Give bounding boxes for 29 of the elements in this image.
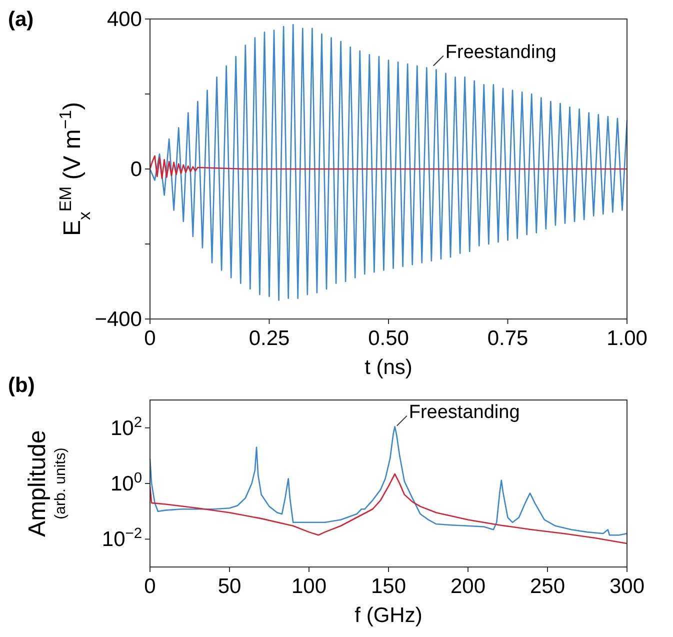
chart-title: (b) — [8, 374, 35, 397]
x-tick-label: 200 — [450, 575, 486, 598]
x-tick-label: 0.75 — [487, 327, 528, 350]
x-tick-label: 300 — [609, 575, 645, 598]
x-tick-label: 250 — [530, 575, 566, 598]
y-tick-label: 0 — [130, 158, 142, 181]
line-series — [149, 24, 628, 301]
y-tick-label: 10$^{0}$ — [110, 470, 142, 496]
line-series — [149, 426, 628, 536]
x-tick-label: 0.50 — [368, 327, 409, 350]
line-series — [149, 155, 628, 180]
x-tick-label: 0 — [144, 575, 156, 598]
y-tick-label: 10$^{−2}$ — [102, 526, 142, 552]
y-tick-label: −400 — [94, 308, 142, 331]
x-axis-title: t (ns) — [364, 356, 412, 379]
annotation: Freestanding — [445, 42, 556, 63]
x-tick-label: 1.00 — [606, 327, 648, 350]
x-tick-label: 150 — [370, 575, 406, 598]
x-tick-label: 100 — [291, 575, 327, 598]
x-tick-label: 0.25 — [248, 327, 290, 350]
x-tick-label: 50 — [218, 575, 242, 598]
line-series — [149, 473, 628, 544]
y-tick-label: 400 — [106, 8, 142, 31]
chart-title: (a) — [8, 8, 34, 31]
x-axis-title: f (GHz) — [354, 604, 422, 627]
x-tick-label: 0 — [144, 327, 156, 350]
y-axis-title: Amplitude (arb. units) — [24, 430, 69, 537]
y-tick-label: 10$^{2}$ — [110, 414, 142, 440]
annotation: Freestanding — [408, 402, 520, 423]
